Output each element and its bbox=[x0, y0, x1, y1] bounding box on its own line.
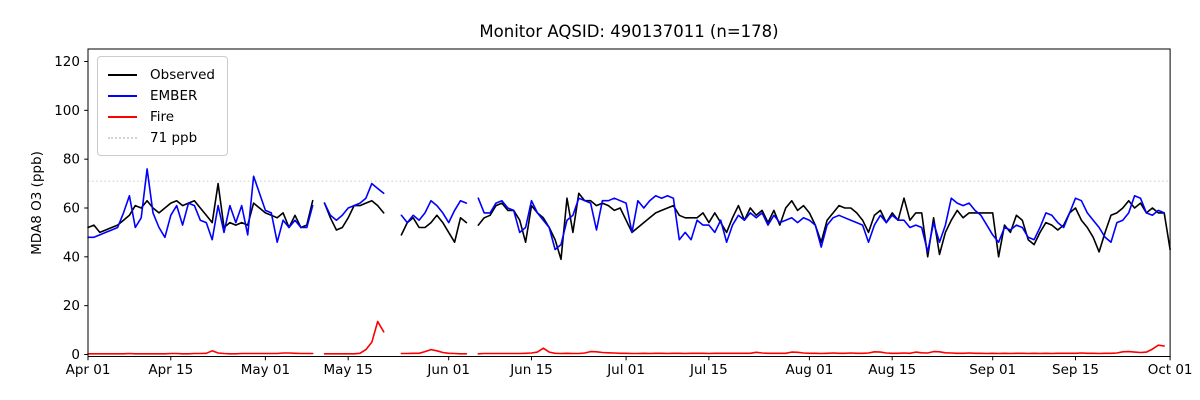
x-tick-label: Jul 01 bbox=[606, 362, 645, 378]
y-tick-label: 120 bbox=[54, 54, 80, 70]
legend-entry-ember: EMBER bbox=[108, 85, 215, 106]
y-tick-label: 100 bbox=[54, 103, 80, 119]
legend-label: Fire bbox=[150, 108, 175, 125]
legend-line-sample bbox=[108, 115, 137, 118]
y-axis-label: MDA8 O3 (ppb) bbox=[29, 151, 45, 255]
chart-title: Monitor AQSID: 490137011 (n=178) bbox=[479, 22, 779, 41]
series-line-fire bbox=[87, 320, 1165, 355]
series-line-ember bbox=[87, 168, 1165, 253]
y-tick-label: 80 bbox=[63, 152, 80, 168]
x-tick-label: Jul 15 bbox=[689, 362, 728, 378]
y-tick-label: 0 bbox=[71, 347, 80, 363]
legend-entry-observed: Observed bbox=[108, 64, 215, 85]
legend-line-sample bbox=[108, 136, 137, 139]
y-tick-label: 20 bbox=[63, 298, 80, 314]
x-tick-label: Aug 01 bbox=[785, 362, 833, 378]
legend-entry-fire: Fire bbox=[108, 106, 215, 127]
y-tick-label: 60 bbox=[63, 200, 80, 216]
x-tick-label: Jun 01 bbox=[426, 362, 470, 378]
x-tick-label: Sep 01 bbox=[969, 362, 1016, 378]
legend-label: Observed bbox=[150, 66, 215, 83]
x-tick-label: Apr 15 bbox=[148, 362, 193, 378]
x-tick-label: Jun 15 bbox=[509, 362, 553, 378]
y-tick-label: 40 bbox=[63, 249, 80, 265]
legend-label: 71 ppb bbox=[150, 129, 198, 146]
legend-label: EMBER bbox=[150, 87, 198, 104]
axes-box bbox=[87, 48, 1171, 357]
legend-line-sample bbox=[108, 73, 137, 76]
legend-entry-71-ppb: 71 ppb bbox=[108, 127, 215, 148]
x-tick-label: Sep 15 bbox=[1052, 362, 1099, 378]
x-tick-label: Apr 01 bbox=[66, 362, 111, 378]
x-tick-label: Oct 01 bbox=[1148, 362, 1193, 378]
x-tick-label: May 01 bbox=[241, 362, 290, 378]
x-tick-label: May 15 bbox=[323, 362, 372, 378]
legend-box: Observed EMBER Fire 71 ppb bbox=[97, 56, 228, 156]
x-tick-label: Aug 15 bbox=[868, 362, 916, 378]
legend-line-sample bbox=[108, 94, 137, 97]
